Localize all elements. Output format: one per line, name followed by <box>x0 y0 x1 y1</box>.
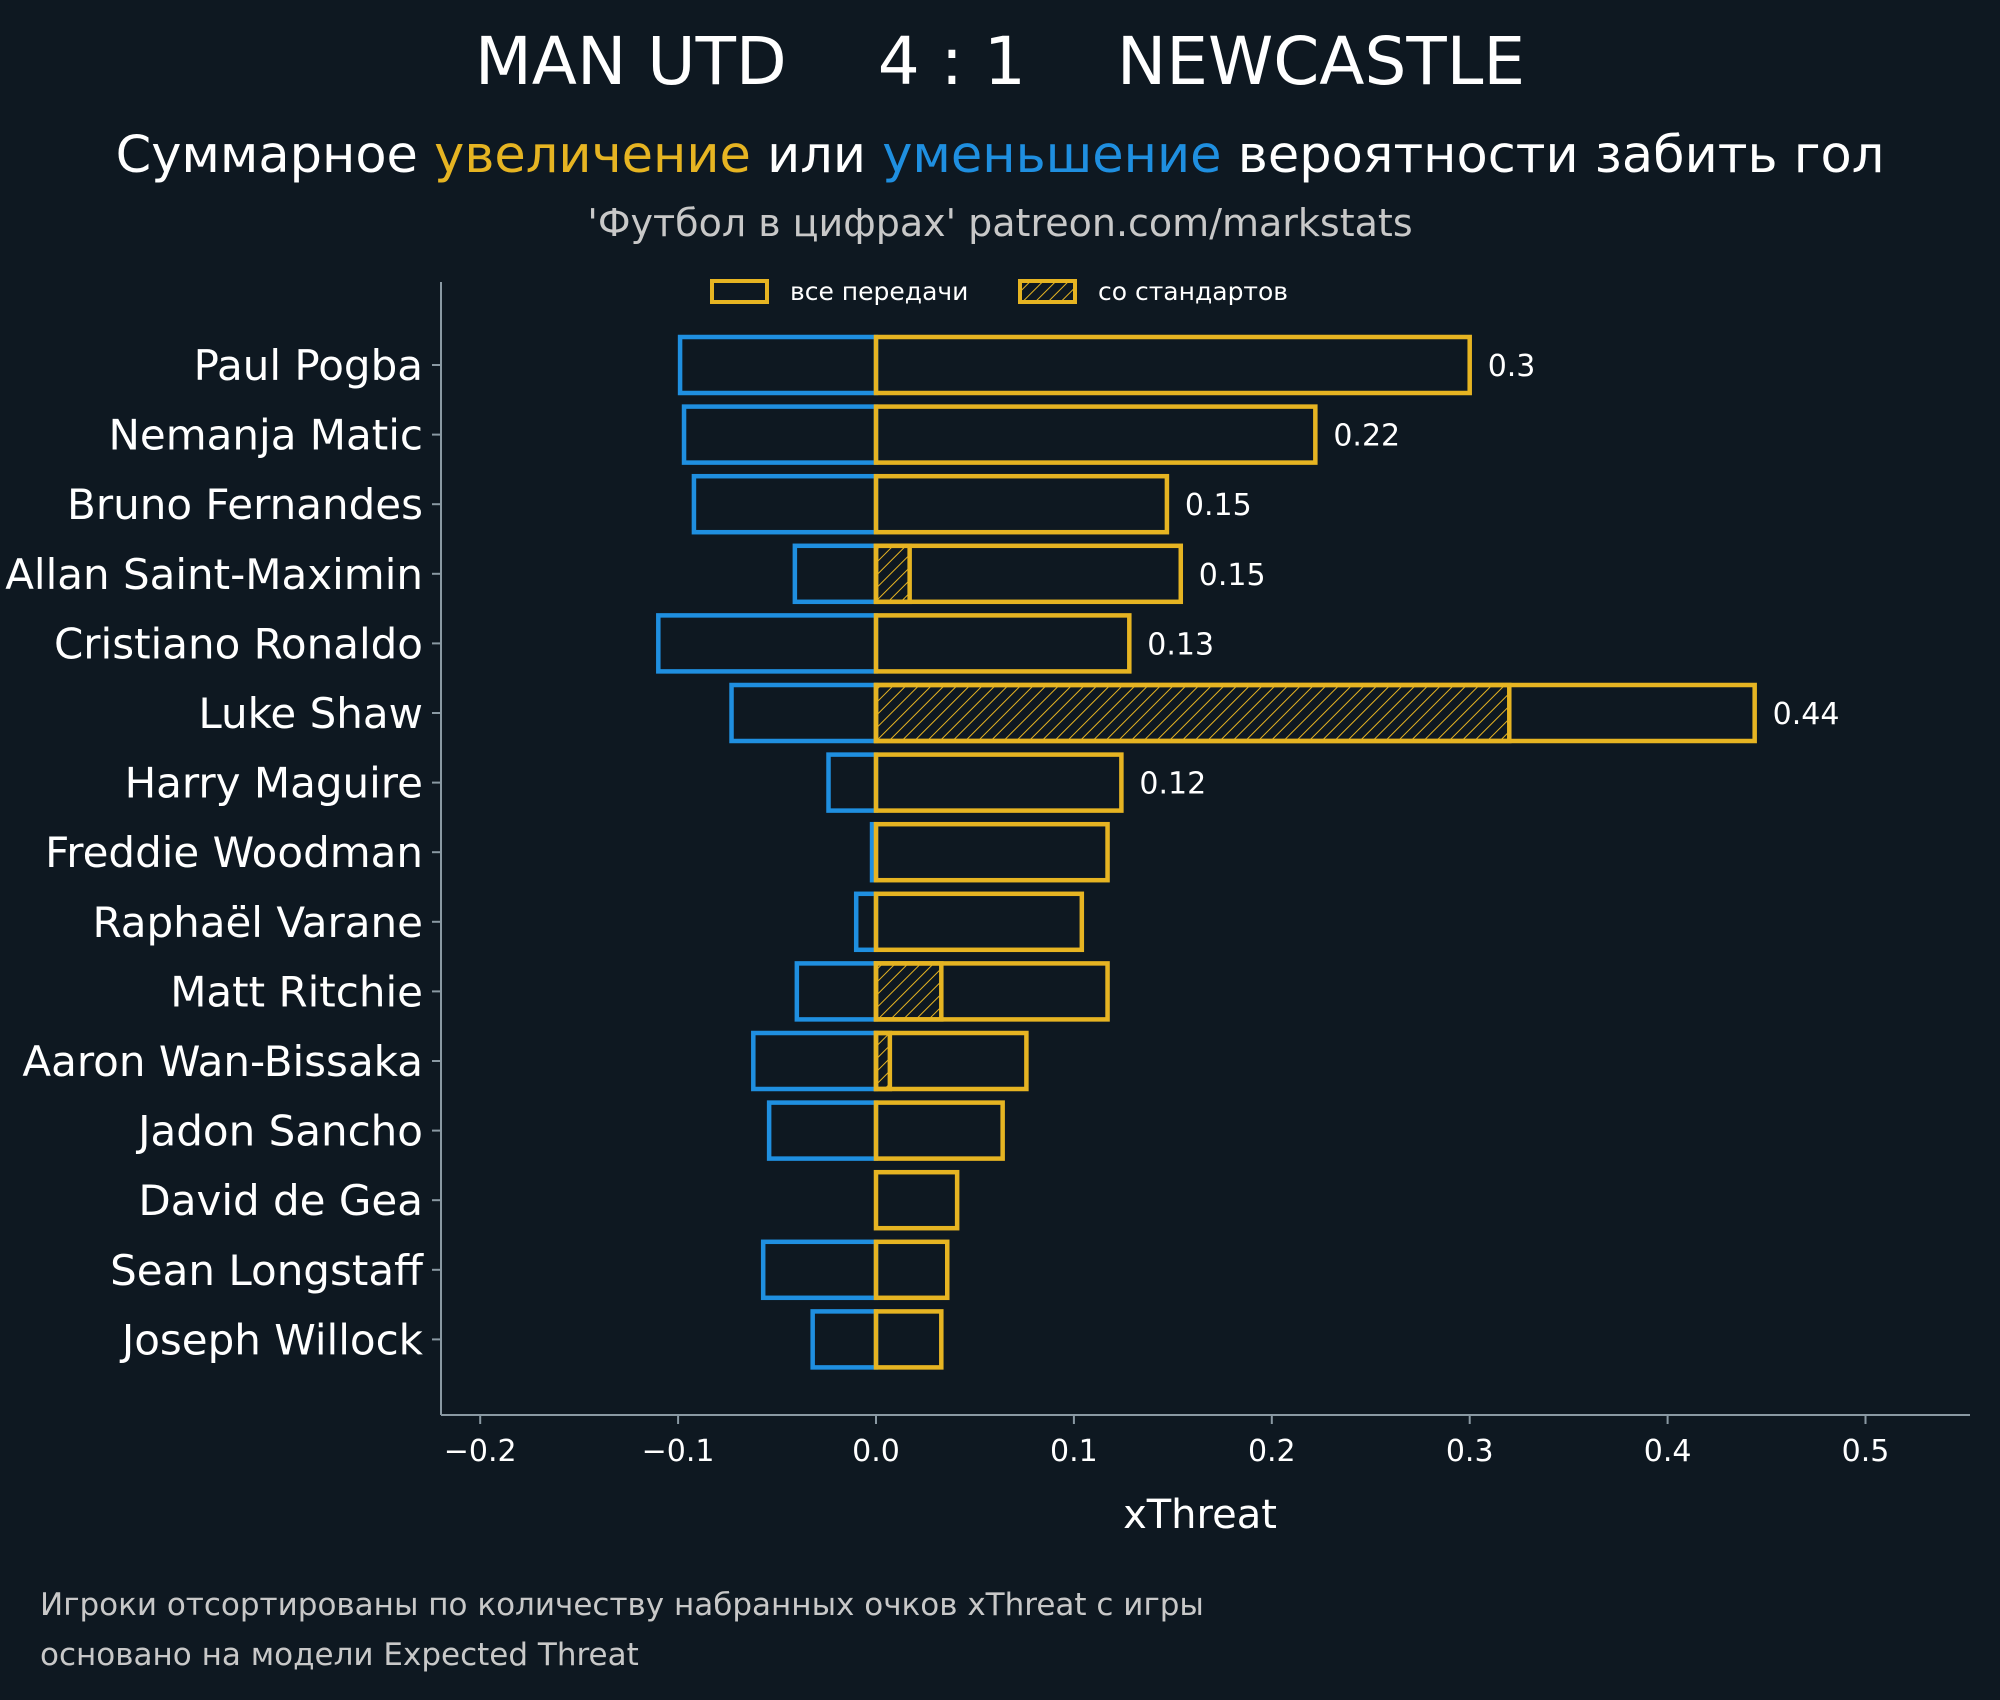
decrease-bar <box>656 613 879 674</box>
y-axis: Paul Pogba Nemanja Matic Bruno Fernandes Al… <box>5 282 442 1415</box>
decrease-bar <box>681 404 879 465</box>
player-label: Bruno Fernandes <box>67 480 423 529</box>
decrease-bar <box>677 334 879 396</box>
increase-bar <box>873 543 1184 605</box>
value-label: 0.12 <box>1139 767 1206 802</box>
player-label: Aaron Wan-Bissaka <box>22 1037 423 1086</box>
x-tick-label: 0.5 <box>1842 1434 1890 1469</box>
x-tick-label: −0.1 <box>642 1434 715 1469</box>
increase-bar <box>873 473 1170 535</box>
player-label: Nemanja Matic <box>109 411 424 460</box>
decrease-bar <box>853 891 879 953</box>
value-label: 0.15 <box>1199 558 1266 593</box>
decrease-bar <box>760 1239 879 1301</box>
increase-bar <box>873 404 1318 465</box>
footnote-model: основано на модели Expected Threat <box>40 1637 639 1673</box>
player-label: Freddie Woodman <box>45 828 423 877</box>
player-label: Raphaël Varane <box>92 898 423 947</box>
x-axis: −0.2 −0.1 0.0 0.1 0.2 0.3 0.4 0.5 <box>441 1414 1970 1469</box>
decrease-bar <box>751 1030 879 1092</box>
footnote-sorting: Игроки отсортированы по количеству набра… <box>40 1587 1204 1623</box>
x-tick-label: 0.3 <box>1446 1434 1494 1469</box>
decrease-bar <box>729 682 879 744</box>
increase-bar <box>873 1309 944 1370</box>
player-label: Sean Longstaff <box>110 1246 424 1295</box>
increase-bar <box>873 1100 1005 1161</box>
bars-layer: 0.3 0.22 0.15 0.15 0.13 0.44 0.12 <box>656 334 1840 1370</box>
increase-bar <box>873 613 1132 674</box>
increase-bar <box>873 1239 950 1301</box>
x-tick-label: 0.0 <box>852 1434 900 1469</box>
decrease-bar <box>792 543 879 605</box>
increase-bar <box>873 891 1085 953</box>
chart-title: MAN UTD 4 : 1 NEWCASTLE <box>475 23 1525 100</box>
x-axis-label: xThreat <box>1123 1492 1277 1538</box>
decrease-bar <box>810 1309 879 1370</box>
set-piece-bar <box>873 543 912 605</box>
value-label: 0.13 <box>1147 627 1214 662</box>
x-tick-label: 0.2 <box>1248 1434 1296 1469</box>
subtitle-part1: Суммарное <box>116 126 435 185</box>
decrease-bar <box>766 1100 879 1161</box>
x-tick-label: 0.4 <box>1644 1434 1692 1469</box>
player-label: Allan Saint-Maximin <box>5 550 423 599</box>
decrease-bar <box>691 473 879 535</box>
set-piece-bar <box>873 961 944 1022</box>
increase-bar <box>873 1030 1029 1092</box>
value-label: 0.3 <box>1488 349 1536 384</box>
player-label: Jadon Sancho <box>135 1107 423 1156</box>
set-piece-bar <box>873 682 1512 744</box>
value-label: 0.44 <box>1773 697 1840 732</box>
home-team: MAN UTD <box>475 23 787 100</box>
subtitle-decrease: уменьшение <box>882 126 1221 185</box>
decrease-bar <box>826 752 879 813</box>
increase-bar <box>873 961 1110 1022</box>
player-label: Paul Pogba <box>194 341 423 390</box>
away-team: NEWCASTLE <box>1117 23 1525 100</box>
player-label: Harry Maguire <box>125 759 423 808</box>
decrease-bar <box>794 961 879 1022</box>
legend-swatch-set-pieces <box>1018 279 1077 304</box>
increase-bar <box>873 334 1472 396</box>
subtitle-part2: или <box>751 126 882 185</box>
player-label: Luke Shaw <box>198 689 423 738</box>
x-tick-label: −0.2 <box>444 1434 517 1469</box>
legend-label-set-pieces: со стандартов <box>1098 277 1288 306</box>
source-credit: 'Футбол в цифрах' patreon.com/markstats <box>587 201 1412 245</box>
legend-swatch-all-passes <box>710 279 769 304</box>
subtitle-part3: вероятности забить гол <box>1222 126 1885 185</box>
player-label: Cristiano Ronaldo <box>54 619 423 668</box>
subtitle-increase: увеличение <box>434 126 751 185</box>
player-label: Matt Ritchie <box>170 967 423 1016</box>
value-label: 0.15 <box>1185 488 1252 523</box>
chart-subtitle: Суммарное увеличение или уменьшение веро… <box>116 126 1885 185</box>
match-score: 4 : 1 <box>878 23 1026 100</box>
player-label: Joseph Willock <box>119 1315 424 1364</box>
increase-bar <box>873 821 1110 883</box>
increase-bar <box>873 682 1757 744</box>
player-label: David de Gea <box>138 1176 423 1225</box>
value-label: 0.22 <box>1333 419 1400 454</box>
increase-bar <box>873 1169 960 1231</box>
x-tick-label: 0.1 <box>1050 1434 1098 1469</box>
legend-label-all-passes: все передачи <box>790 277 968 306</box>
increase-bar <box>873 752 1124 813</box>
legend: все передачи со стандартов <box>710 277 1288 306</box>
